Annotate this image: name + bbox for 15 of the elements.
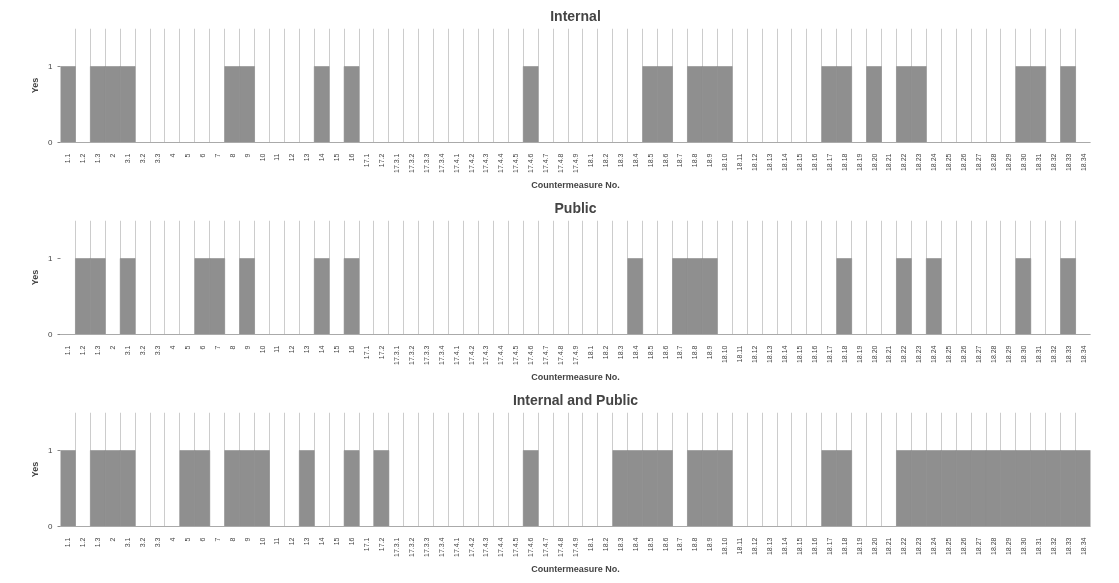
- y-axis-title: Yes: [30, 77, 41, 94]
- y-tick-label: 1: [48, 62, 54, 71]
- chart-title: Public: [554, 199, 597, 216]
- x-axis-title: Countermeasure No.: [531, 563, 620, 574]
- y-axis-title: Yes: [30, 461, 41, 478]
- y-tick-label: 1: [48, 254, 54, 263]
- y-tick-label: 0: [48, 522, 54, 531]
- y-tick-label: 0: [48, 138, 54, 147]
- y-tick-label: 0: [48, 330, 54, 339]
- y-tick-label: 1: [48, 446, 54, 455]
- chart-title: Internal: [550, 7, 601, 24]
- x-axis-title: Countermeasure No.: [531, 179, 620, 190]
- chart-title: Internal and Public: [512, 391, 639, 408]
- x-axis-title: Countermeasure No.: [531, 371, 620, 382]
- y-axis-title: Yes: [30, 269, 41, 286]
